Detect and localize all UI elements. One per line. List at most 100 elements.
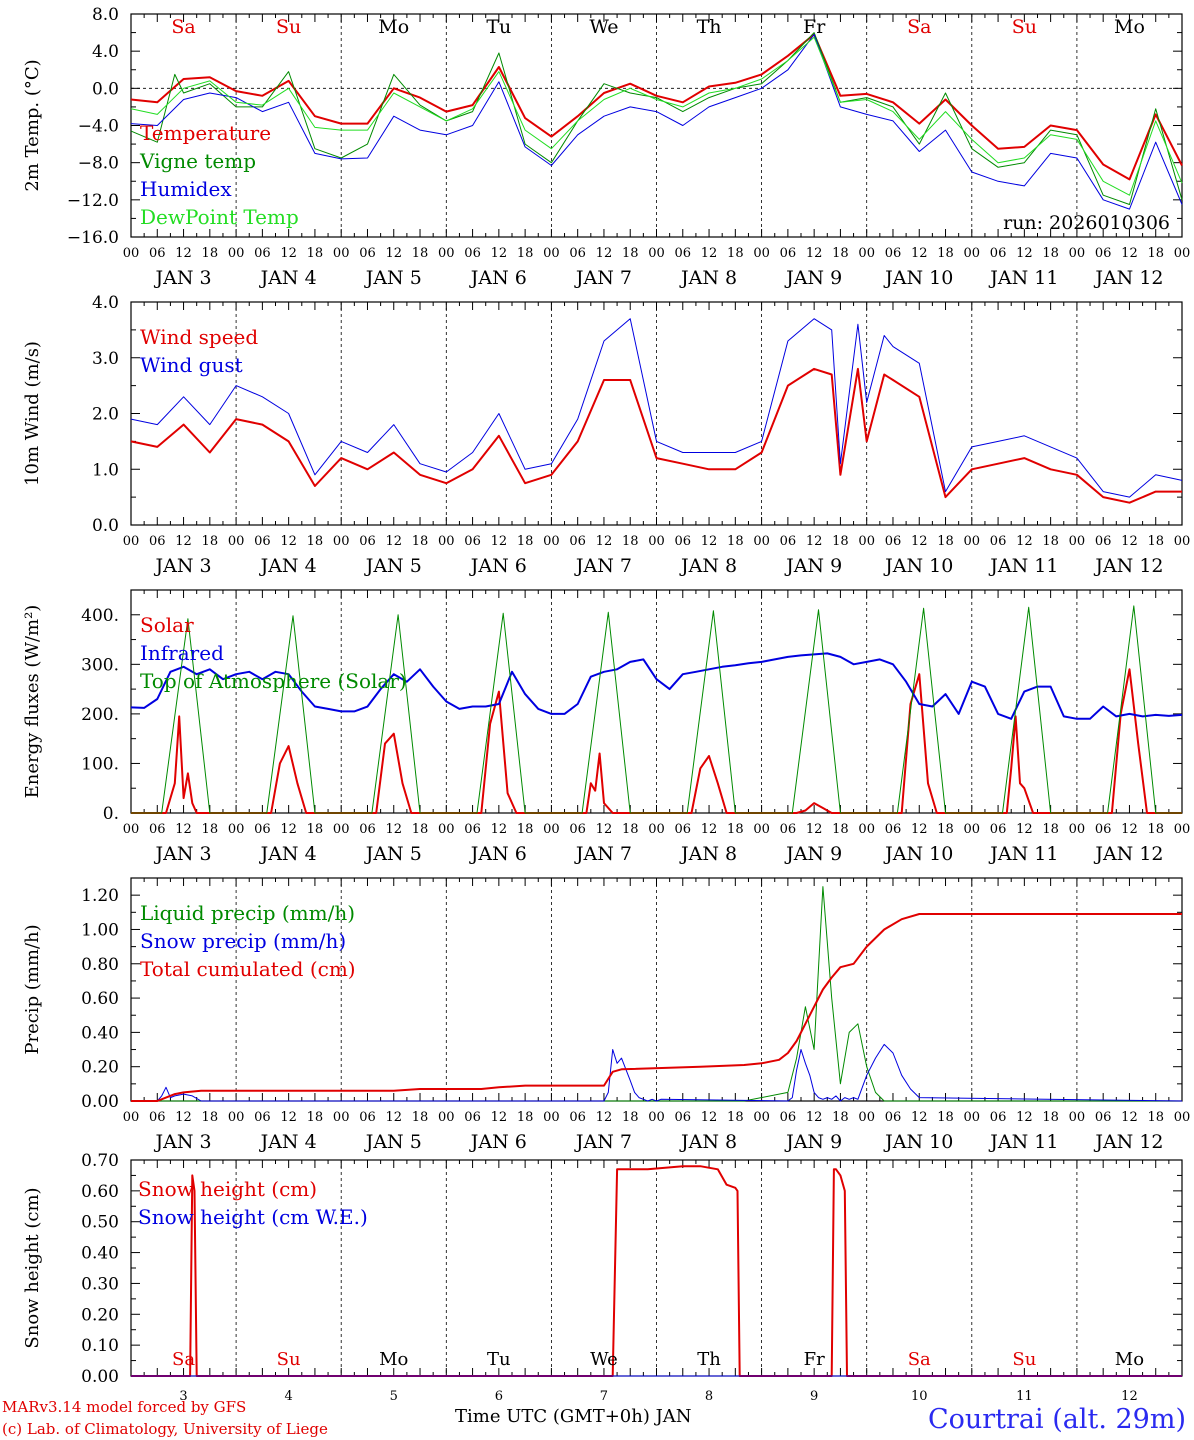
hour-tick-label: 00 — [964, 534, 981, 549]
legend-entry: Solar — [140, 613, 194, 637]
hour-tick-label: 06 — [254, 822, 271, 837]
hour-tick-label: 18 — [1042, 822, 1059, 837]
hour-tick-label: 12 — [701, 1110, 718, 1125]
day-label: Su — [277, 1349, 301, 1370]
hour-tick-label: 12 — [1016, 1110, 1033, 1125]
day-label: Su — [1012, 16, 1037, 38]
hour-tick-label: 00 — [438, 246, 455, 261]
day-label: Su — [276, 16, 301, 38]
hour-tick-label: 00 — [333, 534, 350, 549]
date-label: JAN 9 — [784, 1131, 842, 1153]
date-label: JAN 6 — [469, 843, 527, 865]
y-tick-label: 0.20 — [81, 1305, 119, 1325]
date-label: JAN 5 — [364, 843, 422, 865]
hour-tick-label: 18 — [727, 534, 744, 549]
date-label: JAN 3 — [154, 843, 212, 865]
hour-tick-label: 12 — [385, 1110, 402, 1125]
hour-tick-label: 06 — [149, 822, 166, 837]
hour-tick-label: 00 — [1069, 534, 1086, 549]
panel-precip: 0.00 0.20 0.40 0.60 0.80 1.00 1.20 Precip (mm/h… — [22, 877, 1191, 1153]
series-snow-height-cm- — [131, 1165, 1182, 1377]
day-number-label: 8 — [705, 1389, 713, 1404]
date-label: JAN 12 — [1093, 1131, 1163, 1153]
hour-tick-label: 06 — [254, 534, 271, 549]
day-label: Fr — [804, 1349, 825, 1370]
day-number-label: 7 — [600, 1389, 608, 1404]
date-label: JAN 7 — [574, 1131, 632, 1153]
day-label: Th — [697, 16, 722, 38]
hour-tick-label: 00 — [228, 1110, 245, 1125]
hour-tick-label: 18 — [1042, 1110, 1059, 1125]
hour-tick-label: 06 — [1095, 534, 1112, 549]
date-label: JAN 5 — [364, 267, 422, 289]
hour-tick-label: 00 — [228, 246, 245, 261]
hour-tick-label: 06 — [254, 1110, 271, 1125]
day-label: Fr — [803, 16, 826, 38]
hour-tick-label: 00 — [858, 1110, 875, 1125]
series-vigne-temp — [130, 32, 1183, 205]
hour-tick-label: 00 — [333, 246, 350, 261]
hour-tick-label: 18 — [622, 246, 639, 261]
hour-tick-label: 12 — [911, 534, 928, 549]
hour-tick-label: 18 — [622, 1110, 639, 1125]
day-number-label: 5 — [390, 1389, 398, 1404]
y-tick-label: 0.60 — [81, 989, 119, 1009]
hour-tick-label: 00 — [648, 534, 665, 549]
y-tick-label: −8.0 — [78, 154, 119, 174]
hour-tick-label: 18 — [727, 822, 744, 837]
series-humidex — [130, 33, 1183, 210]
hour-tick-label: 18 — [517, 1110, 534, 1125]
hour-tick-label: 00 — [438, 1110, 455, 1125]
y-tick-label: 4.0 — [92, 293, 119, 313]
y-tick-label: −4.0 — [78, 117, 119, 137]
y-tick-label: 2.0 — [92, 405, 119, 425]
hour-tick-label: 06 — [675, 246, 692, 261]
hour-tick-label: 00 — [333, 822, 350, 837]
date-label: JAN 4 — [259, 843, 317, 865]
y-tick-label: 8.0 — [92, 5, 119, 25]
series-snow-precip-mm-h- — [131, 1043, 1183, 1102]
series-solar — [131, 668, 1182, 814]
hour-tick-label: 12 — [175, 534, 192, 549]
hour-tick-label: 12 — [280, 246, 297, 261]
hour-tick-label: 12 — [806, 1110, 823, 1125]
hour-tick-label: 18 — [727, 246, 744, 261]
hour-tick-label: 06 — [359, 822, 376, 837]
model-credit: MARv3.14 model forced by GFS — [2, 1398, 247, 1416]
hour-tick-label: 18 — [622, 534, 639, 549]
day-label: Sa — [907, 16, 931, 38]
hour-tick-label: 12 — [596, 822, 613, 837]
hour-tick-label: 18 — [307, 1110, 324, 1125]
hour-tick-label: 06 — [780, 1110, 797, 1125]
y-axis-label: 10m Wind (m/s) — [22, 341, 43, 486]
date-label: JAN 5 — [364, 1131, 422, 1153]
series-total-cumulated-cm- — [131, 913, 1182, 1102]
series-top-of-atmosphere-solar- — [131, 605, 1182, 814]
hour-tick-label: 00 — [228, 822, 245, 837]
hour-tick-label: 00 — [123, 822, 140, 837]
day-number-label: 12 — [1121, 1389, 1138, 1404]
station-name: Courtrai (alt. 29m) — [927, 1404, 1186, 1435]
hour-tick-label: 18 — [1042, 246, 1059, 261]
hour-tick-label: 06 — [464, 246, 481, 261]
y-tick-label: 0.0 — [92, 79, 119, 99]
hour-tick-label: 00 — [1174, 1110, 1191, 1125]
hour-tick-label: 00 — [1174, 246, 1191, 261]
day-label: We — [589, 16, 618, 38]
hour-tick-label: 06 — [464, 822, 481, 837]
panel-temp: −16.0 −12.0 −8.0 −4.0 0.0 4.0 8.0 2m Temp. (°C)… — [22, 5, 1190, 289]
hour-tick-label: 06 — [675, 822, 692, 837]
legend-entry: Liquid precip (mm/h) — [140, 901, 355, 925]
hour-tick-label: 06 — [569, 822, 586, 837]
hour-tick-label: 12 — [175, 1110, 192, 1125]
y-tick-label: 0.60 — [81, 1182, 119, 1202]
hour-tick-label: 00 — [753, 1110, 770, 1125]
hour-tick-label: 06 — [464, 1110, 481, 1125]
hour-tick-label: 12 — [385, 822, 402, 837]
y-tick-label: 0.30 — [81, 1274, 119, 1294]
hour-tick-label: 12 — [1121, 822, 1138, 837]
date-label: JAN 12 — [1093, 843, 1163, 865]
hour-tick-label: 12 — [701, 246, 718, 261]
legend-entry: Infrared — [140, 641, 224, 665]
hour-tick-label: 12 — [175, 246, 192, 261]
